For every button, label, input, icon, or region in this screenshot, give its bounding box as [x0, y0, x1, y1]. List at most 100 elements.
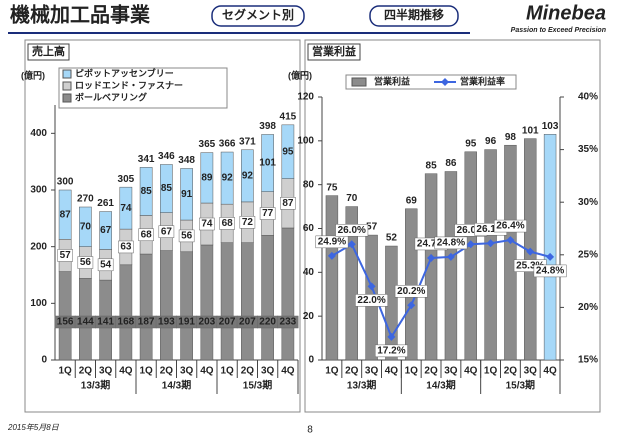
legend-label: ピボットアッセンブリー — [75, 67, 174, 78]
bar — [484, 149, 497, 361]
x-tick-label: 1Q — [405, 366, 419, 377]
segment-label: 95 — [282, 146, 294, 157]
group-label: 14/3期 — [426, 379, 455, 392]
bar-segment — [119, 264, 133, 361]
total-label: 365 — [199, 139, 216, 150]
legend-label: 営業利益 — [374, 75, 410, 86]
y-tick-label: 300 — [30, 185, 47, 196]
total-label: 348 — [178, 155, 195, 166]
total-label: 366 — [219, 139, 236, 150]
segment-label-box — [77, 256, 94, 269]
segment-label-box — [199, 217, 215, 231]
bar-segment — [99, 211, 112, 250]
bar-segment — [139, 253, 153, 361]
page-title: 機械加工品事業 — [10, 2, 151, 26]
segment-label: 207 — [219, 317, 236, 328]
bar-label: 52 — [386, 233, 398, 244]
line-label-box — [533, 264, 567, 278]
y2-tick-label: 35% — [578, 144, 598, 155]
bar — [424, 173, 438, 361]
marker — [546, 252, 555, 261]
marker — [466, 240, 475, 249]
x-tick-label: 4Q — [119, 366, 133, 377]
legend-swatch — [62, 93, 72, 103]
legend-box — [345, 74, 517, 90]
bar-segment — [281, 227, 295, 361]
marker — [446, 252, 455, 261]
panel — [304, 39, 601, 413]
segment-label: 168 — [118, 317, 135, 328]
segment-label-box — [280, 197, 296, 210]
bar-segment — [220, 151, 234, 205]
tag-box — [211, 5, 305, 27]
marker — [486, 239, 495, 248]
y-tick-label: 100 — [30, 298, 47, 309]
legend-label: ロッドエンド・ファスナー — [75, 80, 183, 90]
y-tick-label: 400 — [30, 128, 47, 139]
segment-label: 56 — [80, 257, 92, 268]
y2-tick-label: 15% — [578, 355, 598, 366]
x-tick-label: 2Q — [424, 366, 438, 377]
segment-label: 68 — [222, 218, 234, 229]
legend-box — [58, 67, 228, 109]
x-tick-label: 3Q — [99, 366, 113, 377]
tag: 四半期推移 — [384, 7, 444, 22]
line-label-box — [355, 294, 389, 307]
bar-label: 70 — [346, 193, 358, 204]
segment-label: 56 — [181, 231, 193, 242]
line-label: 26.4% — [496, 221, 524, 232]
segment-label-box — [219, 217, 235, 230]
segment-label: 70 — [80, 221, 92, 232]
segment-label: 220 — [259, 317, 276, 328]
bar — [504, 144, 517, 361]
segment-label-box — [158, 225, 175, 238]
x-tick-label: 4Q — [385, 366, 399, 377]
segment-label: 67 — [161, 226, 173, 237]
chart-title: 売上高 — [32, 44, 65, 58]
line-label: 22.0% — [357, 295, 385, 306]
line-label: 24.8% — [536, 266, 564, 277]
bar — [345, 206, 358, 361]
bar-label: 69 — [406, 195, 418, 206]
group-label: 15/3期 — [243, 379, 272, 392]
line-label-box — [434, 236, 468, 250]
line-label: 26.0% — [338, 225, 366, 236]
y-tick-label: 0 — [308, 355, 314, 366]
page-number: 8 — [307, 425, 313, 436]
bar-label: 101 — [522, 125, 539, 136]
segment-label: 193 — [158, 317, 175, 328]
bar-label: 96 — [485, 136, 497, 147]
segment-label: 74 — [120, 203, 132, 214]
line-label-box — [335, 224, 369, 237]
chart-title-box — [307, 43, 361, 61]
group-label: 14/3期 — [162, 379, 191, 392]
x-tick-label: 1Q — [484, 366, 498, 377]
segment-label: 156 — [57, 317, 74, 328]
bar-segment — [58, 189, 72, 240]
bar-segment — [119, 186, 133, 230]
y-tick-label: 200 — [30, 241, 47, 252]
legend-swatch — [62, 81, 72, 91]
marker — [327, 251, 336, 260]
line-label: 24.7% — [417, 239, 445, 250]
x-tick-label: 4Q — [543, 366, 557, 377]
bar-segment — [261, 235, 274, 361]
segment-label-box — [57, 249, 73, 262]
bar — [464, 151, 477, 361]
y-unit: (億円) — [288, 69, 312, 80]
segment-label: 233 — [280, 317, 297, 328]
bar-segment — [220, 242, 234, 361]
segment-label: 85 — [161, 183, 173, 194]
x-tick-label: 1Q — [58, 366, 72, 377]
bar-segment — [180, 168, 193, 221]
marker — [407, 301, 416, 310]
y2-tick-label: 30% — [578, 197, 598, 208]
x-tick-label: 2Q — [504, 366, 518, 377]
x-tick-label: 3Q — [180, 366, 194, 377]
y-tick-label: 0 — [41, 355, 47, 366]
segment-label-box — [259, 207, 276, 220]
segment-label: 101 — [259, 158, 276, 169]
group-label: 15/3期 — [506, 379, 535, 392]
x-tick-label: 2Q — [345, 366, 359, 377]
bar-label: 103 — [542, 121, 559, 132]
